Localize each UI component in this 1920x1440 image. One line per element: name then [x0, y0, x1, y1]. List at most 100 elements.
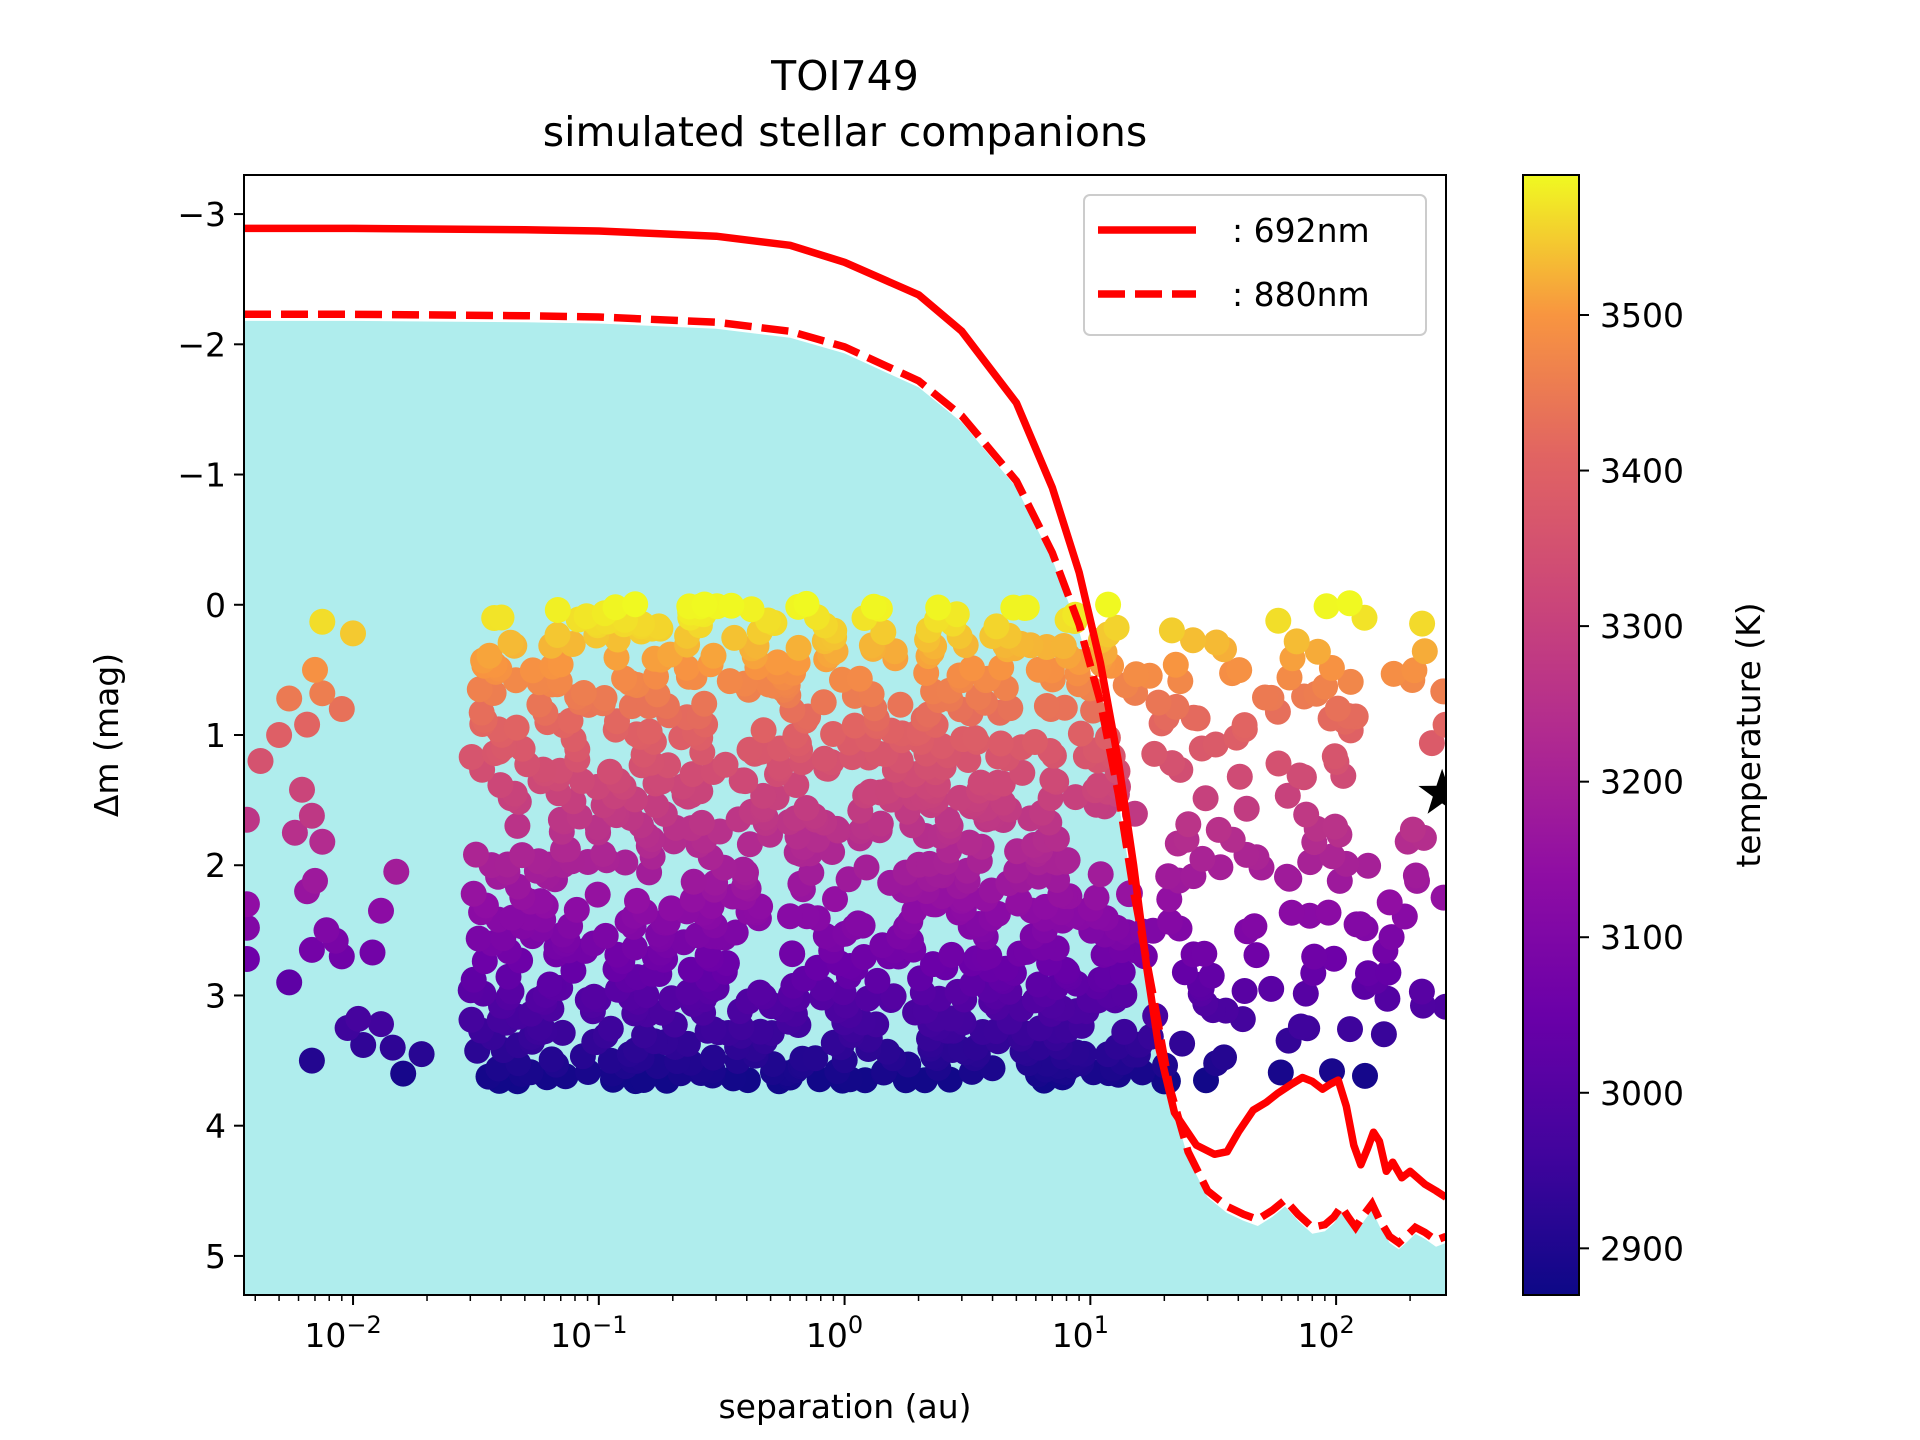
companion-point	[691, 690, 718, 717]
companion-point	[1157, 908, 1183, 935]
companion-point	[458, 744, 485, 770]
sensitivity-fill	[244, 320, 1446, 1295]
companion-point	[1276, 664, 1303, 691]
companion-point	[887, 691, 914, 718]
companion-point	[476, 642, 503, 669]
companion-point	[700, 1044, 727, 1071]
companion-point	[1123, 661, 1150, 688]
companion-point	[298, 936, 325, 963]
companion-point	[1050, 633, 1077, 659]
companion-point	[1283, 628, 1310, 655]
y-axis: −3 −2 −1 0 1 2 3 4 5	[177, 195, 244, 1276]
companion-point	[519, 657, 546, 684]
companion-point	[1243, 942, 1270, 969]
companion-point	[841, 712, 868, 739]
companion-point	[408, 1041, 435, 1068]
x-tick-label: 100	[806, 1311, 863, 1355]
companion-point	[1418, 730, 1445, 757]
companion-point	[244, 806, 260, 833]
companion-point	[488, 604, 515, 631]
companion-point	[679, 761, 706, 788]
companion-point	[596, 758, 623, 785]
companion-point	[281, 819, 308, 846]
companion-point	[675, 979, 702, 1006]
companion-point	[1087, 861, 1114, 888]
companion-point	[1226, 763, 1253, 790]
companion-point	[1231, 978, 1258, 1004]
colorbar-tick-label: 3500	[1600, 296, 1684, 335]
companion-point	[853, 854, 880, 881]
companion-point	[1432, 993, 1446, 1020]
companion-point	[1025, 971, 1052, 998]
companion-point	[581, 983, 607, 1010]
companion-point	[244, 914, 260, 941]
colorbar-tick-label: 3400	[1600, 452, 1684, 491]
companion-point	[504, 812, 531, 839]
colorbar-tick-label: 2900	[1600, 1229, 1684, 1268]
companion-point	[1409, 610, 1436, 637]
companion-point	[1241, 913, 1268, 940]
companion-point	[1301, 943, 1328, 970]
chart-title: TOI749	[770, 52, 919, 100]
companion-point	[276, 969, 303, 996]
chart-subtitle: simulated stellar companions	[543, 108, 1148, 156]
companion-point	[1287, 1013, 1314, 1040]
companion-point	[1085, 772, 1112, 799]
companion-point	[1265, 607, 1292, 634]
companion-point	[1083, 884, 1110, 911]
companion-point	[1380, 660, 1407, 687]
companion-point	[1033, 693, 1060, 719]
companion-point	[1430, 678, 1446, 705]
companion-point	[1401, 657, 1428, 684]
companion-point	[959, 970, 986, 997]
companion-point	[934, 806, 961, 833]
companion-point	[967, 769, 994, 796]
companion-point	[584, 881, 611, 908]
companion-point	[1111, 1018, 1138, 1045]
companion-point	[611, 665, 638, 692]
companion-point	[736, 831, 763, 858]
companion-point	[1352, 1062, 1378, 1089]
companion-point	[1231, 712, 1258, 739]
companion-point	[1191, 940, 1218, 967]
companion-scatter	[244, 590, 1446, 1095]
y-tick-label: 5	[205, 1237, 226, 1276]
companion-point	[302, 656, 328, 683]
companion-point	[738, 596, 765, 623]
companion-point	[536, 971, 563, 998]
companion-point	[359, 939, 386, 966]
companion-point	[390, 1060, 417, 1087]
companion-point	[1158, 617, 1185, 644]
companion-point	[731, 767, 758, 794]
legend-880nm-label: : 880nm	[1232, 275, 1370, 314]
companion-point	[1274, 782, 1301, 809]
companion-point	[1252, 684, 1278, 711]
companion-point	[309, 680, 336, 707]
y-axis-label: Δm (mag)	[87, 653, 126, 817]
companion-point	[466, 676, 493, 703]
colorbar-tick-label: 3300	[1600, 607, 1684, 646]
companion-point	[1355, 852, 1382, 879]
companion-point	[465, 925, 492, 952]
companion-point	[1141, 740, 1168, 767]
companion-point	[700, 642, 727, 669]
companion-point	[1211, 1044, 1237, 1071]
companion-point	[962, 725, 989, 752]
companion-point	[1203, 629, 1230, 656]
companion-point	[820, 721, 847, 747]
companion-point	[1111, 980, 1138, 1007]
companion-point	[1337, 668, 1364, 695]
companion-point	[1292, 980, 1319, 1007]
companion-point	[487, 772, 514, 799]
companion-point	[309, 828, 336, 855]
y-tick-label: 3	[205, 976, 226, 1015]
companion-point	[1336, 590, 1363, 617]
companion-point	[563, 896, 590, 923]
x-axis: 10−2 10−1 100 101 102	[254, 1295, 1411, 1355]
companion-point	[497, 629, 524, 656]
y-tick-label: −3	[177, 195, 226, 234]
companion-point	[845, 910, 871, 937]
companion-point	[1355, 960, 1381, 987]
companion-point	[997, 695, 1024, 722]
companion-point	[1430, 884, 1446, 911]
